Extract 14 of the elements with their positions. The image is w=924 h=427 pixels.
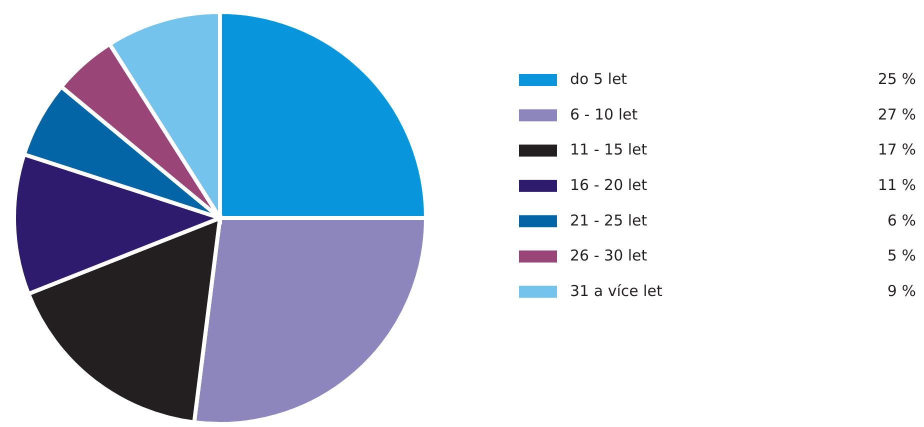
legend-label: 6 - 10 let — [570, 105, 638, 124]
legend-label: do 5 let — [570, 70, 628, 88]
legend-label: 31 a více let — [570, 282, 662, 300]
legend-label: 11 - 15 let — [570, 140, 648, 159]
data-label: 17 % — [878, 140, 916, 159]
data-label: 9 % — [887, 282, 916, 300]
data-label: 25 % — [878, 70, 916, 88]
legend-label: 26 - 30 let — [570, 246, 648, 265]
data-label: 5 % — [887, 246, 916, 265]
legend-label: 21 - 25 let — [570, 211, 648, 230]
data-label: 11 % — [878, 176, 916, 194]
data-label: 27 % — [878, 105, 916, 124]
legend-label: 16 - 20 let — [570, 176, 648, 194]
data-label: 6 % — [887, 211, 916, 230]
